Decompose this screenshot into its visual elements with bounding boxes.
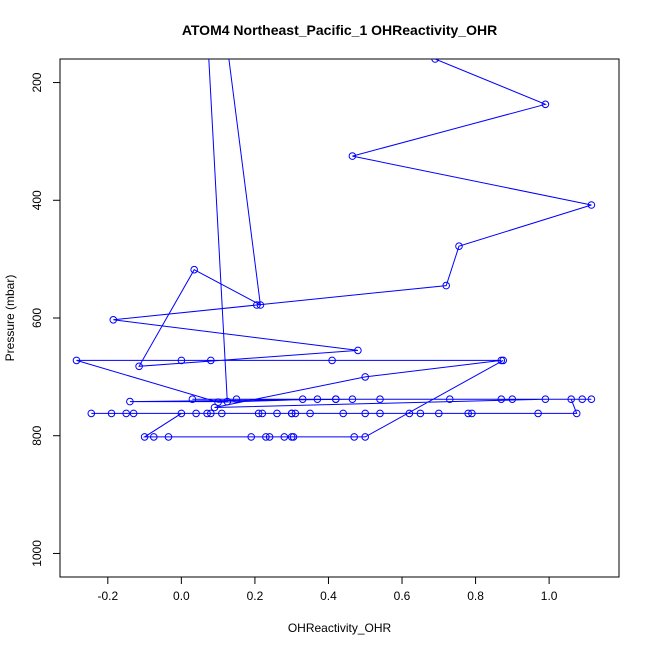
data-point xyxy=(541,100,550,109)
data-point xyxy=(354,346,362,355)
data-point xyxy=(223,397,232,406)
data-point xyxy=(109,316,118,324)
y-tick-label: 400 xyxy=(30,190,44,210)
data-point xyxy=(587,201,596,209)
data-point xyxy=(499,356,508,365)
data-point xyxy=(306,409,314,418)
data-point xyxy=(442,281,451,290)
data-point xyxy=(313,395,322,404)
data-point xyxy=(126,397,134,406)
data-point xyxy=(350,433,359,441)
data-point xyxy=(298,395,307,404)
data-point xyxy=(247,433,255,441)
data-point xyxy=(188,395,197,404)
x-tick-label: 0.0 xyxy=(173,589,190,603)
data-point xyxy=(497,356,506,365)
x-tick-label: 1.0 xyxy=(541,589,558,603)
data-point xyxy=(107,409,116,418)
x-tick-label: -0.2 xyxy=(97,589,118,603)
data-point xyxy=(72,356,81,365)
data-point xyxy=(376,395,384,404)
y-tick-label: 200 xyxy=(30,72,44,92)
data-point xyxy=(405,409,414,418)
x-tick-label: 0.8 xyxy=(467,589,484,603)
y-axis-label: Pressure (mbar) xyxy=(3,275,17,362)
plot-frame xyxy=(59,58,620,578)
data-point xyxy=(289,433,298,441)
x-tick-label: 0.2 xyxy=(247,589,264,603)
data-point xyxy=(287,409,296,418)
data-point xyxy=(232,395,241,404)
data-point xyxy=(446,395,454,404)
data-point xyxy=(258,409,267,418)
x-axis: -0.2 0.0 0.2 0.4 0.6 0.8 1.0 xyxy=(97,577,558,603)
data-point xyxy=(207,409,215,418)
data-point xyxy=(192,409,200,418)
x-axis-label: OHReactivity_OHR xyxy=(288,621,392,635)
chart-title: ATOM4 Northeast_Pacific_1 OHReactivity_O… xyxy=(182,22,497,38)
data-point xyxy=(497,395,506,404)
data-point xyxy=(256,301,265,309)
data-point xyxy=(135,362,143,371)
data-point xyxy=(210,403,219,412)
data-point xyxy=(572,409,581,418)
data-point xyxy=(122,409,130,418)
y-tick-label: 800 xyxy=(30,425,44,445)
data-point xyxy=(361,409,370,418)
data-point xyxy=(541,395,550,404)
data-point xyxy=(150,433,158,441)
data-point xyxy=(87,409,96,418)
x-tick-label: 0.4 xyxy=(320,589,337,603)
data-point xyxy=(218,409,226,418)
data-point xyxy=(203,409,211,418)
y-axis: 200 400 600 800 1000 xyxy=(30,72,60,567)
data-point xyxy=(361,433,370,441)
data-point xyxy=(567,395,576,404)
data-point xyxy=(578,395,587,404)
data-point xyxy=(177,409,186,418)
data-point xyxy=(214,398,222,407)
data-point xyxy=(332,395,340,404)
data-point xyxy=(129,409,138,418)
data-point xyxy=(280,433,289,441)
data-point xyxy=(177,356,186,365)
data-point xyxy=(435,409,443,418)
data-point xyxy=(254,409,263,418)
y-tick-label: 1000 xyxy=(30,540,44,567)
data-point xyxy=(140,433,149,441)
data-point xyxy=(534,409,542,418)
data-point xyxy=(348,152,357,160)
y-tick-label: 600 xyxy=(30,308,44,328)
series-line xyxy=(76,59,592,438)
data-point xyxy=(262,433,270,441)
data-point xyxy=(468,409,476,418)
data-point xyxy=(339,409,348,418)
data-point xyxy=(376,409,384,418)
data-point xyxy=(587,395,596,404)
data-point xyxy=(164,433,173,441)
data-point xyxy=(416,409,425,418)
data-point xyxy=(291,409,300,418)
data-point xyxy=(265,433,274,441)
series-layer xyxy=(72,59,596,441)
data-point xyxy=(207,356,215,365)
data-point xyxy=(328,356,336,365)
data-point xyxy=(464,409,473,418)
data-point xyxy=(508,395,517,404)
data-point xyxy=(273,409,281,418)
data-point xyxy=(361,373,370,381)
data-point xyxy=(190,265,198,274)
data-point xyxy=(455,242,463,250)
data-point xyxy=(348,395,357,404)
data-point xyxy=(252,301,261,309)
data-point xyxy=(431,59,439,63)
x-tick-label: 0.6 xyxy=(394,589,411,603)
